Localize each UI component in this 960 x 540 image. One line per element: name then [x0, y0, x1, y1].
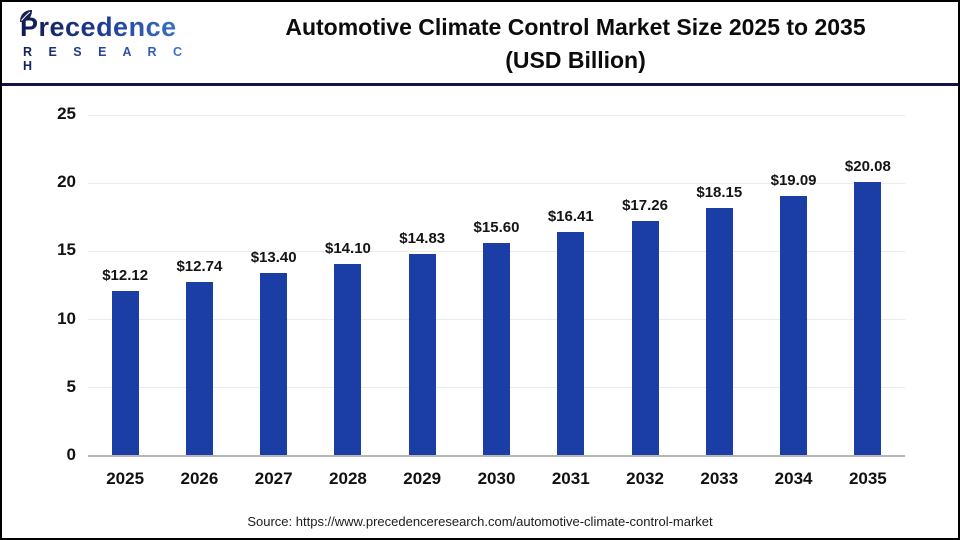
x-axis-tick-label-2028: 2028 — [329, 469, 367, 488]
x-axis-tick-label-2031: 2031 — [551, 469, 590, 488]
x-axis-tick-label-2030: 2030 — [477, 469, 516, 488]
x-axis-tick-label-2034: 2034 — [774, 469, 813, 488]
x-axis-tick-label-2027: 2027 — [254, 469, 293, 488]
bar-2027 — [260, 273, 288, 456]
chart-title-line2: (USD Billion) — [505, 47, 646, 73]
page-title: Automotive Climate Control Market Size 2… — [205, 2, 958, 77]
precedence-research-logo: Precedence R E S E A R C H — [2, 2, 205, 73]
bar-2035 — [854, 182, 882, 456]
bar-2034 — [780, 195, 808, 456]
bar-value-label-2028: $14.10 — [325, 239, 371, 257]
logo-wordmark: Precedence — [20, 12, 205, 43]
y-axis-tick-label-15: 15 — [57, 240, 76, 260]
header: Precedence R E S E A R C H Automotive Cl… — [2, 2, 958, 86]
y-axis-tick-label-0: 0 — [66, 445, 76, 464]
bar-2032 — [631, 220, 659, 456]
bar-2030 — [483, 243, 510, 456]
x-axis-tick-label-2029: 2029 — [403, 469, 442, 488]
gridline-20 — [88, 182, 905, 184]
gridline-25 — [88, 114, 905, 116]
x-axis-tick-label-2026: 2026 — [180, 469, 219, 488]
x-axis-tick-label-2025: 2025 — [106, 469, 145, 488]
bar-2028 — [334, 263, 362, 456]
bar-2029 — [408, 253, 436, 456]
bar-value-label-2031: $16.41 — [547, 208, 594, 226]
bar-2031 — [557, 232, 585, 456]
leaf-icon — [19, 9, 33, 28]
x-axis-tick-label-2033: 2033 — [700, 469, 739, 488]
bar-value-label-2033: $18.15 — [696, 184, 743, 202]
x-axis-tick-label-2032: 2032 — [626, 469, 664, 488]
bar-value-label-2026: $12.74 — [176, 258, 223, 276]
y-axis-tick-label-20: 20 — [57, 172, 76, 192]
bar-2025 — [111, 290, 139, 456]
y-axis-tick-label-10: 10 — [57, 308, 76, 328]
x-axis-tick-label-2035: 2035 — [848, 469, 887, 488]
bar-value-label-2035: $20.08 — [844, 158, 891, 176]
bar-value-label-2032: $17.26 — [622, 196, 668, 214]
y-axis-tick-label-5: 5 — [66, 376, 76, 396]
y-axis-tick-label-25: 25 — [57, 104, 76, 123]
bar-value-label-2025: $12.12 — [102, 266, 149, 284]
bar-value-label-2027: $13.40 — [250, 249, 297, 267]
bar-value-label-2030: $15.60 — [473, 219, 520, 237]
chart-title-line1: Automotive Climate Control Market Size 2… — [285, 14, 866, 40]
plot-area: $12.12 2025 $12.74 2026 $13.40 2027 $14.10 2028… — [88, 114, 905, 488]
bar-2026 — [185, 282, 213, 456]
bar-value-label-2029: $14.83 — [399, 229, 446, 247]
x-axis-line — [88, 455, 905, 457]
source-text: Source: https://www.precedenceresearch.c… — [247, 514, 713, 529]
logo-subtitle: R E S E A R C H — [20, 45, 205, 73]
bar-2033 — [705, 208, 733, 456]
bar-value-label-2034: $19.09 — [770, 171, 817, 189]
